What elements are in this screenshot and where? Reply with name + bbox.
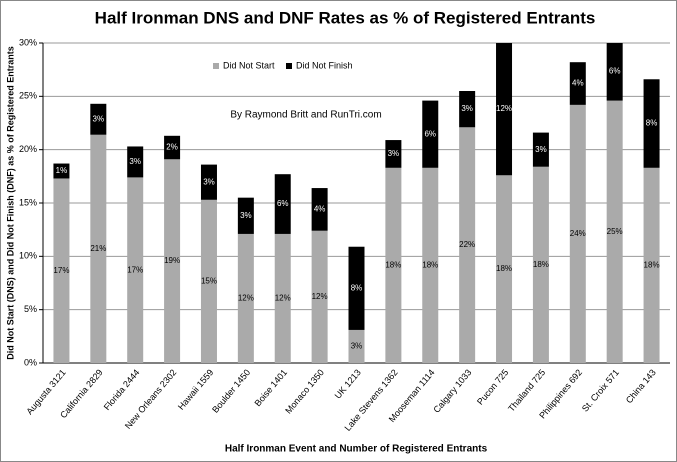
bar-segment [496, 175, 513, 363]
data-label: 4% [572, 79, 584, 88]
bar-segment [643, 79, 660, 168]
y-tick-label: 15% [19, 197, 37, 207]
data-label: 12% [312, 292, 328, 301]
data-label: 3% [535, 145, 547, 154]
bar-segment [606, 43, 623, 101]
bar-segment [274, 174, 291, 234]
bar-segment [385, 140, 402, 168]
y-tick-label: 5% [24, 304, 37, 314]
data-label: 3% [461, 104, 473, 113]
data-label: 18% [533, 260, 549, 269]
bar-segment [237, 197, 254, 234]
data-label: 18% [422, 261, 438, 270]
bar-segment [274, 233, 291, 363]
bar-segment [532, 132, 549, 167]
data-label: 4% [314, 205, 326, 214]
legend-swatch [213, 63, 219, 69]
data-label: 21% [90, 244, 106, 253]
bar-segment [422, 100, 439, 168]
annotation: By Raymond Britt and RunTri.com [230, 110, 381, 121]
chart-title: Half Ironman DNS and DNF Rates as % of R… [95, 8, 596, 27]
bar-segment [606, 100, 623, 363]
bar-segment [164, 159, 181, 363]
data-label: 3% [129, 157, 141, 166]
legend-label: Did Not Finish [296, 60, 353, 70]
data-label: 22% [459, 240, 475, 249]
bar-segment [53, 178, 70, 363]
data-label: 25% [607, 227, 623, 236]
data-label: 8% [646, 119, 658, 128]
bar-segment [200, 164, 217, 200]
bar-segment [569, 104, 586, 363]
bar-segment [422, 167, 439, 363]
bar-segment [311, 188, 328, 231]
y-axis-title: Did Not Start (DNS) and Did Not Finish (… [5, 46, 15, 360]
data-label: 17% [53, 266, 69, 275]
data-label: 3% [93, 114, 105, 123]
data-label: 19% [164, 256, 180, 265]
legend-label: Did Not Start [223, 60, 275, 70]
data-label: 18% [644, 261, 660, 270]
bar-segment [643, 167, 660, 363]
data-label: 12% [496, 104, 512, 113]
data-label: 17% [127, 265, 143, 274]
y-tick-label: 25% [19, 91, 37, 101]
data-label: 1% [56, 166, 68, 175]
bar-segment [311, 230, 328, 363]
data-label: 8% [351, 283, 363, 292]
bar-segment [164, 135, 181, 160]
bar-segment [90, 134, 107, 363]
data-label: 12% [275, 294, 291, 303]
bar-segment [459, 127, 476, 363]
bar-segment [200, 199, 217, 363]
y-tick-label: 20% [19, 144, 37, 154]
y-tick-label: 30% [19, 37, 37, 47]
bar-segment [127, 177, 144, 363]
data-label: 3% [351, 342, 363, 351]
data-label: 18% [385, 261, 401, 270]
bar-segment [496, 43, 513, 176]
bar-segment [90, 103, 107, 135]
bar-segment [237, 233, 254, 363]
data-label: 24% [570, 229, 586, 238]
legend-swatch [286, 63, 292, 69]
plot [53, 43, 660, 363]
data-label: 3% [388, 149, 400, 158]
data-label: 3% [240, 211, 252, 220]
bar-segment [569, 62, 586, 105]
bar-segment [532, 166, 549, 363]
bar-segment [459, 91, 476, 128]
data-label: 6% [609, 66, 621, 75]
bar-segment [348, 329, 365, 363]
bar-segment [53, 163, 70, 179]
data-label: 6% [424, 129, 436, 138]
y-tick-label: 0% [24, 357, 37, 367]
data-label: 15% [201, 277, 217, 286]
bar-segment [385, 167, 402, 363]
data-label: 2% [166, 143, 178, 152]
bar-segment [127, 146, 144, 178]
data-label: 18% [496, 264, 512, 273]
x-axis-title: Half Ironman Event and Number of Registe… [225, 444, 488, 455]
y-tick-label: 10% [19, 251, 37, 261]
data-label: 3% [203, 177, 215, 186]
data-label: 6% [277, 199, 289, 208]
bar-segment [348, 246, 365, 330]
data-label: 12% [238, 294, 254, 303]
